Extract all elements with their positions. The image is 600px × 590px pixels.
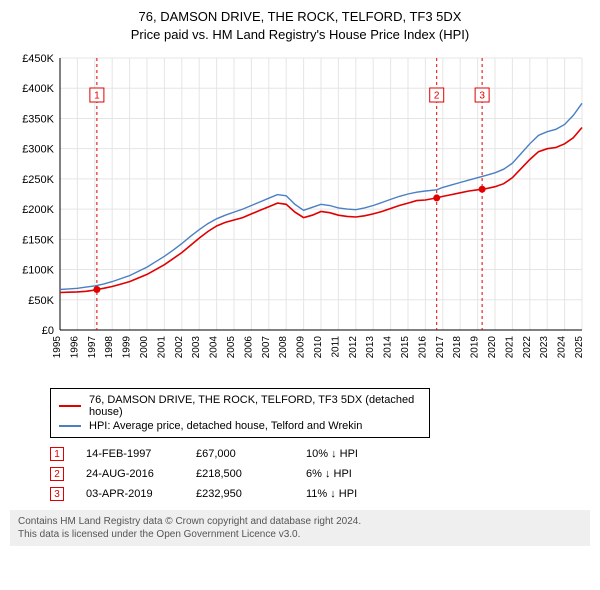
svg-text:£400K: £400K <box>22 84 54 96</box>
chart: £0 £50K £100K £150K £200K £250K £300K £350K £400… <box>10 50 590 380</box>
event-row: 3 03-APR-2019 £232,950 11% ↓ HPI <box>50 484 580 504</box>
svg-text:3: 3 <box>479 91 485 102</box>
event-row: 1 14-FEB-1997 £67,000 10% ↓ HPI <box>50 444 580 464</box>
svg-text:2011: 2011 <box>330 336 341 358</box>
event-date: 14-FEB-1997 <box>86 448 196 460</box>
event-price: £218,500 <box>196 468 306 480</box>
svg-text:2023: 2023 <box>539 336 550 359</box>
legend-swatch <box>59 405 81 407</box>
title-address: 76, DAMSON DRIVE, THE ROCK, TELFORD, TF3… <box>10 8 590 26</box>
svg-text:1995: 1995 <box>52 336 63 359</box>
footnote: Contains HM Land Registry data © Crown c… <box>10 510 590 546</box>
svg-text:£350K: £350K <box>22 114 54 126</box>
footnote-line: Contains HM Land Registry data © Crown c… <box>18 515 582 528</box>
svg-text:2008: 2008 <box>278 336 289 359</box>
svg-text:1: 1 <box>94 91 100 102</box>
svg-text:2024: 2024 <box>557 336 568 359</box>
svg-text:2018: 2018 <box>452 336 463 359</box>
event-marker-icon: 1 <box>50 447 64 461</box>
event-delta: 11% ↓ HPI <box>306 488 416 500</box>
svg-text:1996: 1996 <box>69 336 80 359</box>
svg-text:2014: 2014 <box>383 336 394 359</box>
svg-text:2021: 2021 <box>504 336 515 359</box>
event-date: 03-APR-2019 <box>86 488 196 500</box>
svg-text:£0: £0 <box>42 325 54 337</box>
event-marker-icon: 2 <box>50 467 64 481</box>
event-marker-icon: 3 <box>50 487 64 501</box>
event-delta: 6% ↓ HPI <box>306 468 416 480</box>
svg-text:2007: 2007 <box>261 336 272 359</box>
title-block: 76, DAMSON DRIVE, THE ROCK, TELFORD, TF3… <box>10 8 590 44</box>
events-table: 1 14-FEB-1997 £67,000 10% ↓ HPI 2 24-AUG… <box>50 444 580 504</box>
svg-text:2022: 2022 <box>522 336 533 359</box>
svg-text:£200K: £200K <box>22 204 54 216</box>
chart-container: 76, DAMSON DRIVE, THE ROCK, TELFORD, TF3… <box>0 0 600 554</box>
legend-swatch <box>59 425 81 427</box>
svg-text:2005: 2005 <box>226 336 237 359</box>
svg-text:2000: 2000 <box>139 336 150 359</box>
legend: 76, DAMSON DRIVE, THE ROCK, TELFORD, TF3… <box>50 388 430 438</box>
svg-text:£450K: £450K <box>22 53 54 65</box>
svg-text:2003: 2003 <box>191 336 202 359</box>
svg-text:2006: 2006 <box>243 336 254 359</box>
svg-text:2009: 2009 <box>296 336 307 359</box>
svg-text:1997: 1997 <box>87 336 98 359</box>
legend-label: HPI: Average price, detached house, Telf… <box>89 420 362 432</box>
footnote-line: This data is licensed under the Open Gov… <box>18 528 582 541</box>
event-delta: 10% ↓ HPI <box>306 448 416 460</box>
svg-text:2015: 2015 <box>400 336 411 359</box>
svg-text:£300K: £300K <box>22 144 54 156</box>
legend-item: HPI: Average price, detached house, Telf… <box>59 419 421 433</box>
svg-text:£250K: £250K <box>22 174 54 186</box>
event-row: 2 24-AUG-2016 £218,500 6% ↓ HPI <box>50 464 580 484</box>
svg-text:2001: 2001 <box>156 336 167 359</box>
event-price: £232,950 <box>196 488 306 500</box>
svg-text:2002: 2002 <box>174 336 185 359</box>
svg-text:2004: 2004 <box>209 336 220 359</box>
legend-label: 76, DAMSON DRIVE, THE ROCK, TELFORD, TF3… <box>89 394 421 418</box>
svg-text:£100K: £100K <box>22 265 54 277</box>
svg-text:2019: 2019 <box>470 336 481 359</box>
svg-text:1999: 1999 <box>122 336 133 359</box>
svg-text:1998: 1998 <box>104 336 115 359</box>
svg-text:£50K: £50K <box>28 295 54 307</box>
svg-text:2010: 2010 <box>313 336 324 359</box>
title-subtitle: Price paid vs. HM Land Registry's House … <box>10 26 590 44</box>
svg-text:2012: 2012 <box>348 336 359 359</box>
svg-text:2017: 2017 <box>435 336 446 359</box>
event-date: 24-AUG-2016 <box>86 468 196 480</box>
svg-text:2: 2 <box>434 91 440 102</box>
svg-text:£150K: £150K <box>22 235 54 247</box>
svg-text:2016: 2016 <box>417 336 428 359</box>
legend-item: 76, DAMSON DRIVE, THE ROCK, TELFORD, TF3… <box>59 393 421 419</box>
chart-svg: £0 £50K £100K £150K £200K £250K £300K £350K £400… <box>10 50 590 380</box>
svg-text:2013: 2013 <box>365 336 376 359</box>
event-price: £67,000 <box>196 448 306 460</box>
svg-text:2020: 2020 <box>487 336 498 359</box>
svg-text:2025: 2025 <box>574 336 585 359</box>
